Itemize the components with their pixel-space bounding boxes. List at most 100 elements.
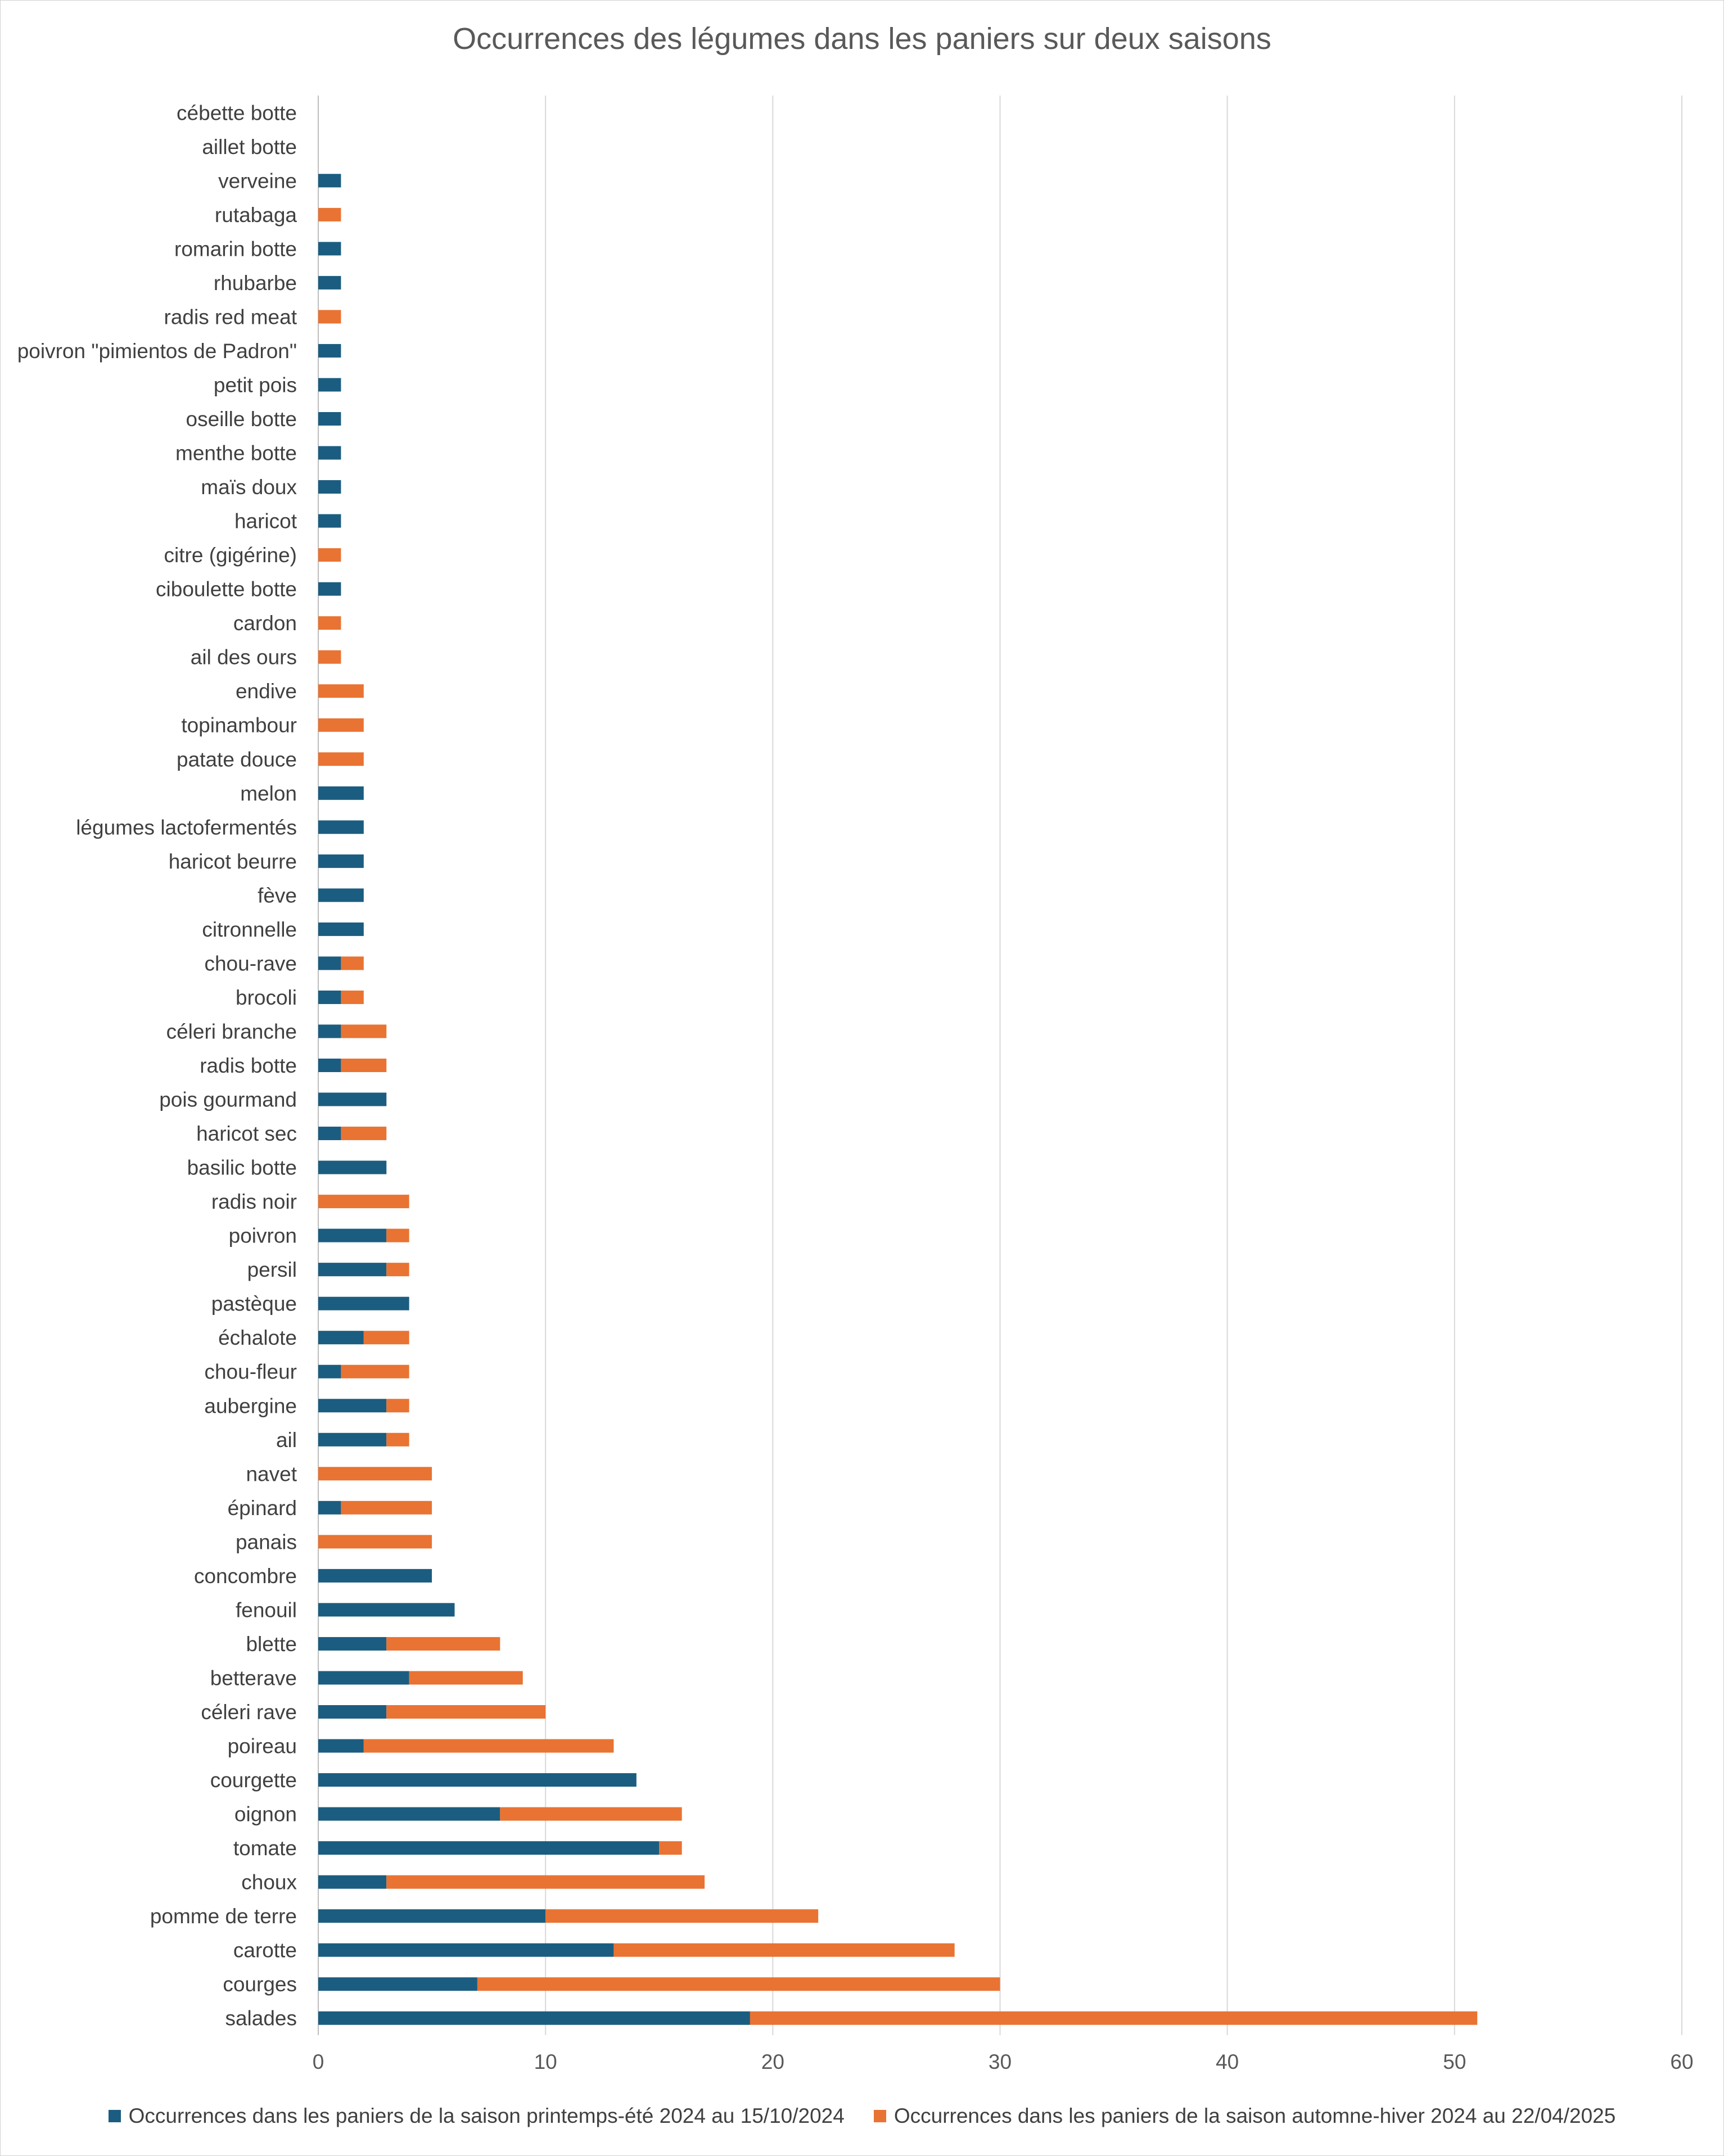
legend-label-series-1: Occurrences dans les paniers de la saiso… bbox=[128, 2104, 845, 2127]
y-category-label: ciboulette botte bbox=[156, 578, 297, 601]
bar-series-2 bbox=[386, 1875, 705, 1889]
y-category-label: poivron "pimientos de Padron" bbox=[17, 340, 297, 363]
bar-series-1 bbox=[318, 1092, 387, 1106]
bar-series-1 bbox=[318, 854, 364, 868]
bar-series-2 bbox=[318, 718, 364, 732]
y-category-label: poivron bbox=[229, 1224, 297, 1248]
y-category-label: ail bbox=[276, 1429, 297, 1452]
bar-series-1 bbox=[318, 1909, 546, 1923]
bar-series-1 bbox=[318, 514, 341, 528]
x-tick-label: 10 bbox=[534, 2050, 557, 2073]
legend-item-series-1: Occurrences dans les paniers de la saiso… bbox=[108, 2104, 845, 2128]
bar-series-2 bbox=[341, 1500, 432, 1515]
y-category-label: panais bbox=[236, 1530, 297, 1553]
y-category-label: radis red meat bbox=[164, 305, 297, 328]
bar-series-1 bbox=[318, 1739, 364, 1753]
bar-series-2 bbox=[386, 1228, 409, 1242]
bar-series-1 bbox=[318, 2011, 750, 2025]
bar-series-1 bbox=[318, 1875, 387, 1889]
bar-series-2 bbox=[477, 1977, 1000, 1991]
y-category-label: courgette bbox=[210, 1769, 297, 1792]
y-category-label: concombre bbox=[194, 1565, 297, 1588]
y-category-label: courges bbox=[223, 1973, 297, 1996]
bar-series-2 bbox=[386, 1399, 409, 1413]
bar-series-2 bbox=[318, 548, 341, 562]
bar-series-1 bbox=[318, 412, 341, 426]
y-category-label: poireau bbox=[228, 1735, 297, 1758]
bar-series-1 bbox=[318, 378, 341, 392]
y-category-label: brocoli bbox=[236, 986, 297, 1009]
y-category-label: persil bbox=[247, 1258, 297, 1281]
bar-series-1 bbox=[318, 1603, 455, 1617]
bar-series-1 bbox=[318, 1059, 341, 1072]
y-category-label: haricot bbox=[234, 510, 297, 533]
bar-series-1 bbox=[318, 1331, 364, 1345]
bar-series-1 bbox=[318, 1943, 614, 1957]
bar-series-1 bbox=[318, 1500, 341, 1515]
bar-series-2 bbox=[318, 616, 341, 630]
legend-item-series-2: Occurrences dans les paniers de la saiso… bbox=[873, 2104, 1615, 2128]
bar-series-1 bbox=[318, 1705, 387, 1719]
legend-swatch-series-1 bbox=[108, 2110, 121, 2122]
y-category-label: tomate bbox=[233, 1837, 297, 1860]
bar-series-2 bbox=[386, 1432, 409, 1447]
y-category-label: endive bbox=[236, 680, 297, 703]
y-category-label: carotte bbox=[233, 1939, 297, 1962]
y-category-label: cébette botte bbox=[177, 101, 297, 124]
y-category-label: basilic botte bbox=[187, 1156, 297, 1179]
y-category-label: cardon bbox=[233, 612, 297, 635]
bar-series-1 bbox=[318, 343, 341, 358]
y-category-label: patate douce bbox=[177, 748, 297, 771]
bar-series-1 bbox=[318, 1364, 341, 1378]
y-category-label: aubergine bbox=[204, 1394, 297, 1417]
bar-series-2 bbox=[318, 684, 364, 698]
bar-series-1 bbox=[318, 1637, 387, 1651]
y-category-label: aillet botte bbox=[202, 135, 297, 159]
y-category-label: menthe botte bbox=[175, 442, 297, 465]
y-category-label: chou-rave bbox=[204, 952, 297, 975]
chart-title: Occurrences des légumes dans les paniers… bbox=[453, 22, 1271, 56]
bar-series-1 bbox=[318, 174, 341, 188]
bar-series-1 bbox=[318, 1977, 477, 1991]
bar-series-2 bbox=[341, 1364, 409, 1378]
bar-series-2 bbox=[318, 1195, 409, 1209]
y-category-label: pois gourmand bbox=[159, 1088, 297, 1111]
bar-series-2 bbox=[341, 1059, 387, 1072]
y-category-label: légumes lactofermentés bbox=[76, 816, 297, 839]
y-category-label: oignon bbox=[234, 1803, 297, 1826]
bar-series-2 bbox=[386, 1263, 409, 1277]
bar-series-2 bbox=[613, 1943, 955, 1957]
x-tick-label: 20 bbox=[761, 2050, 784, 2073]
bar-series-1 bbox=[318, 1296, 409, 1310]
bar-series-1 bbox=[318, 956, 341, 970]
bar-series-1 bbox=[318, 820, 364, 834]
bar-series-2 bbox=[318, 752, 364, 766]
bar-series-2 bbox=[341, 956, 364, 970]
x-tick-label: 50 bbox=[1443, 2050, 1466, 2073]
y-category-label: radis noir bbox=[211, 1190, 297, 1213]
bar-series-1 bbox=[318, 1127, 341, 1141]
bar-series-2 bbox=[318, 310, 341, 324]
y-category-label: chou-fleur bbox=[204, 1361, 297, 1384]
y-category-label: rhubarbe bbox=[214, 272, 297, 295]
bar-series-1 bbox=[318, 1160, 387, 1174]
bar-series-1 bbox=[318, 446, 341, 460]
y-category-label: petit pois bbox=[214, 373, 297, 396]
x-tick-label: 0 bbox=[313, 2050, 324, 2073]
y-category-label: verveine bbox=[218, 169, 297, 192]
y-category-label: citronnelle bbox=[202, 918, 297, 941]
bar-series-1 bbox=[318, 1228, 387, 1242]
y-category-label: pastèque bbox=[211, 1292, 297, 1316]
y-category-label: haricot sec bbox=[196, 1122, 297, 1145]
bar-series-2 bbox=[659, 1841, 682, 1855]
y-category-label: fenouil bbox=[236, 1598, 297, 1621]
bar-series-1 bbox=[318, 990, 341, 1004]
bar-series-1 bbox=[318, 1773, 637, 1787]
bar-series-1 bbox=[318, 1841, 660, 1855]
bar-series-1 bbox=[318, 275, 341, 290]
y-category-label: fève bbox=[258, 884, 297, 907]
bar-series-1 bbox=[318, 480, 341, 494]
bar-series-2 bbox=[318, 1467, 432, 1481]
bar-series-1 bbox=[318, 1024, 341, 1038]
bar-series-1 bbox=[318, 1263, 387, 1277]
